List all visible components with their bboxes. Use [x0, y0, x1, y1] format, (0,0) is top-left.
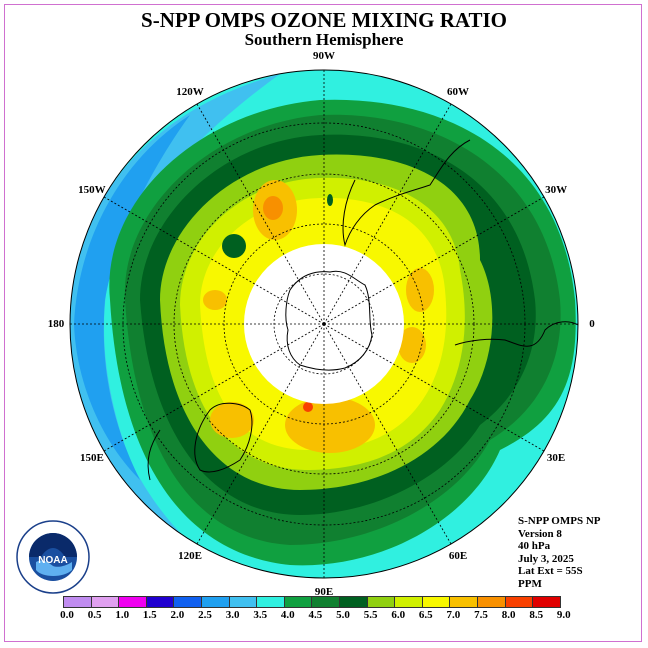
longitude-label: 60W: [447, 85, 469, 98]
band-8.0-8.5: [303, 402, 313, 412]
colorbar-tick-label: 5.0: [336, 609, 350, 621]
colorbar-swatch: [366, 596, 396, 608]
longitude-label: 90E: [314, 586, 334, 598]
colorbar-swatch: [256, 596, 285, 608]
info-date: July 3, 2025: [518, 552, 574, 565]
longitude-label: 90W: [313, 50, 335, 62]
colorbar-swatch: [311, 596, 340, 608]
colorbar-tick-label: 1.0: [115, 609, 130, 621]
longitude-label: 180: [47, 318, 65, 330]
antarctica-coastline: [285, 270, 373, 371]
coastlines: [147, 139, 579, 481]
south-pole-marker: [322, 322, 326, 326]
longitude-label: 60E: [448, 550, 468, 563]
band-7.5-8.0: [263, 196, 283, 220]
band-7.0-7.5: [406, 268, 434, 312]
band-7.0-7.5: [203, 290, 227, 310]
ozone-field: [70, 70, 578, 578]
noaa-logo-text: NOAA: [38, 555, 67, 566]
new-zealand-coastline: [147, 429, 161, 481]
longitude-label: 30E: [546, 452, 566, 464]
map-subtitle: Southern Hemisphere: [244, 30, 404, 49]
colorbar-tick-label: 0.5: [87, 609, 102, 621]
africa-coastline: [454, 321, 579, 347]
colorbar-tick-label: 1.5: [142, 609, 157, 621]
longitude-label: 120W: [176, 85, 204, 98]
longitude-label: 150W: [78, 184, 106, 196]
colorbar-swatch: [145, 596, 175, 608]
band-7.0-7.5: [398, 327, 426, 363]
colorbar-tick-label: 7.0: [446, 609, 461, 621]
colorbar-swatch: [449, 596, 478, 608]
colorbar-swatch: [504, 596, 534, 608]
info-level: 40 hPa: [518, 540, 551, 552]
colorbar-swatch: [283, 596, 313, 608]
colorbar-tick-label: 9.0: [556, 609, 571, 621]
colorbar-swatch: [228, 596, 258, 608]
band-7.0-7.5: [285, 397, 375, 453]
info-block: S-NPP OMPS NP Version 8 40 hPa July 3, 2…: [518, 515, 601, 590]
info-lat-ext: Lat Ext = 55S: [518, 565, 583, 577]
colorbar-swatch: [200, 596, 230, 608]
colorbar-tick-label: 4.0: [280, 609, 295, 621]
colorbar-swatch: [63, 596, 92, 608]
info-instrument: S-NPP OMPS NP: [518, 515, 601, 527]
colorbar-tick-label: 8.0: [501, 609, 516, 621]
band-5.0-5.5: [327, 194, 333, 206]
longitude-label: 150E: [79, 452, 104, 464]
colorbar-swatch: [338, 596, 368, 608]
south-america-coastline: [342, 139, 471, 247]
colorbar-tick-label: 7.5: [474, 609, 488, 621]
colorbar-tick-label: 3.0: [225, 609, 240, 621]
colorbar-swatch: [118, 596, 147, 608]
band-2.5-3.0: [74, 115, 190, 480]
colorbar-swatch: [476, 596, 506, 608]
band-5.0-5.5: [222, 234, 246, 258]
colorbar-tick-label: 6.5: [418, 609, 433, 621]
info-version: Version 8: [518, 527, 562, 540]
colorbar-tick-label: 5.5: [363, 609, 378, 621]
colorbar-swatch: [394, 596, 423, 608]
colorbar-tick-label: 6.0: [391, 609, 406, 621]
colorbar-tick-label: 0.0: [60, 609, 74, 621]
colorbar-swatch: [90, 596, 120, 608]
australia-coastline: [194, 402, 253, 473]
colorbar-swatch: [532, 596, 561, 608]
colorbar-tick-label: 2.0: [170, 609, 185, 621]
longitude-label: 30W: [545, 184, 568, 196]
colorbar-tick-label: 8.5: [529, 609, 544, 621]
colorbar-tick-label: 4.5: [308, 609, 323, 621]
colorbar-tick-label: 3.5: [253, 609, 268, 621]
colorbar: [63, 596, 561, 608]
colorbar-swatch: [173, 596, 202, 608]
noaa-logo-icon: NOAA: [16, 520, 90, 594]
band-7.0-7.5: [210, 402, 254, 438]
colorbar-tick-label: 2.5: [198, 609, 212, 621]
longitude-label: 120E: [178, 550, 202, 563]
colorbar-swatch: [421, 596, 451, 608]
info-units: PPM: [518, 577, 542, 590]
map-title: S-NPP OMPS OZONE MIXING RATIO: [141, 8, 507, 32]
longitude-label: 0: [589, 318, 595, 330]
